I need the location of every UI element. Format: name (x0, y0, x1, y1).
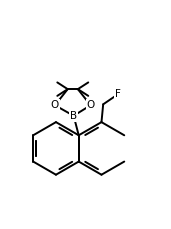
Text: O: O (51, 100, 59, 110)
Text: B: B (70, 111, 77, 121)
Text: O: O (87, 100, 95, 110)
Text: F: F (115, 90, 121, 99)
